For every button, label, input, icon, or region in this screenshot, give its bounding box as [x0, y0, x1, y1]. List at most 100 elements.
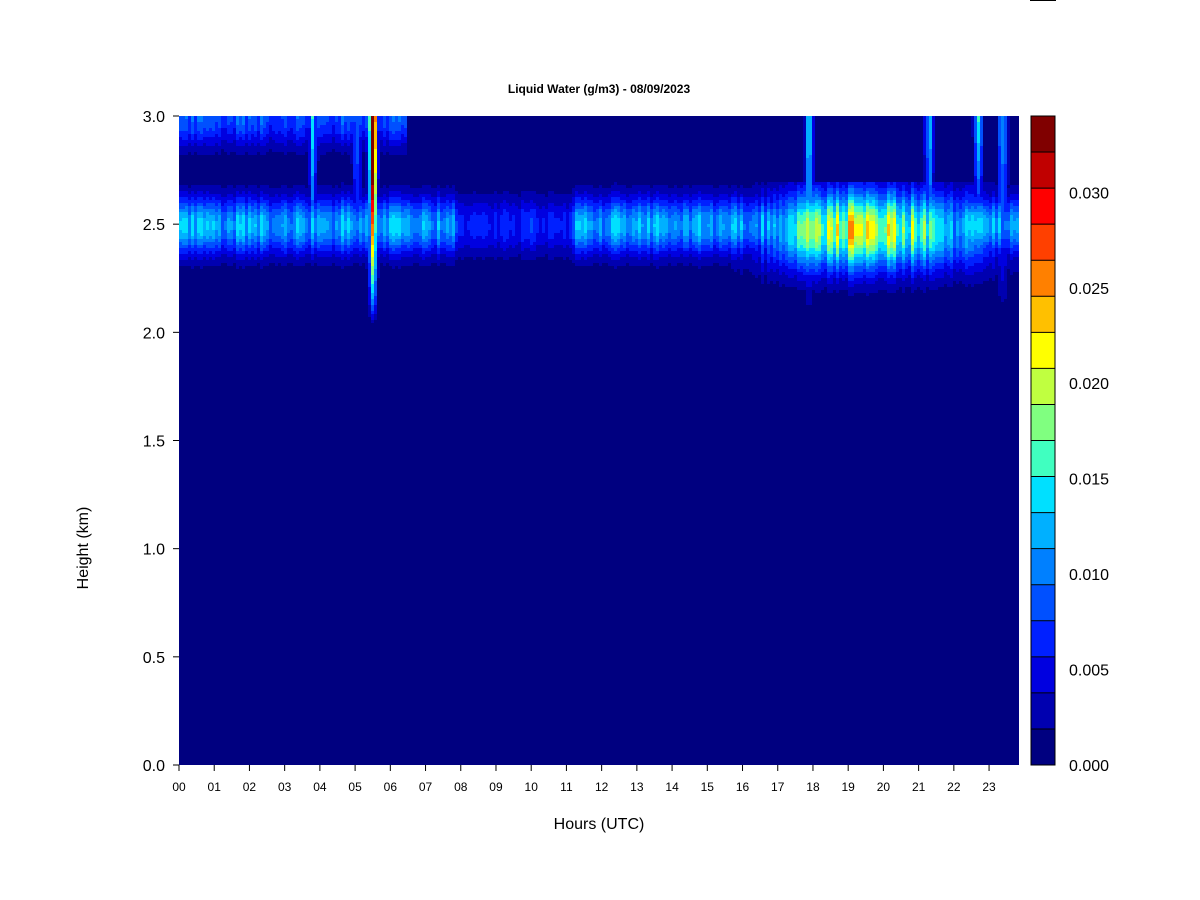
heatmap-cell [332, 206, 335, 212]
heatmap-cell [596, 233, 599, 242]
heatmap-cell [677, 179, 680, 188]
heatmap-cell [854, 272, 857, 278]
heatmap-cell [680, 203, 683, 212]
heatmap-cell [263, 128, 266, 137]
heatmap-cell [695, 236, 698, 242]
heatmap-cell [593, 221, 596, 230]
heatmap-cell [425, 236, 428, 242]
heatmap-cell [485, 215, 488, 236]
heatmap-cell [992, 182, 995, 191]
heatmap-cell [341, 134, 344, 140]
heatmap-cell [953, 212, 956, 248]
heatmap-cell [845, 290, 848, 308]
heatmap-cell [839, 194, 842, 200]
heatmap-cell [614, 209, 617, 215]
heatmap-cell [524, 203, 527, 212]
heatmap-cell [227, 266, 230, 281]
heatmap-cell [248, 212, 251, 218]
heatmap-cell [1016, 218, 1019, 233]
heatmap-cell [248, 206, 251, 212]
heatmap-cell [272, 131, 275, 140]
heatmap-cell [569, 194, 572, 203]
heatmap-cell [680, 239, 683, 248]
heatmap-cell [944, 284, 947, 305]
heatmap-cell [392, 254, 395, 260]
heatmap-cell [401, 116, 404, 125]
heatmap-cell [797, 182, 800, 185]
heatmap-cell [401, 251, 404, 257]
heatmap-cell [548, 212, 551, 239]
heatmap-cell [650, 197, 653, 203]
heatmap-cell [770, 179, 773, 182]
heatmap-cell [923, 275, 926, 281]
heatmap-cell [797, 179, 800, 182]
heatmap-cell [872, 215, 875, 221]
heatmap-cell [641, 266, 644, 278]
heatmap-cell [911, 197, 914, 203]
heatmap-cell [779, 287, 782, 305]
heatmap-cell [734, 212, 737, 218]
heatmap-cell [200, 122, 203, 134]
heatmap-cell [566, 245, 569, 257]
heatmap-cell [281, 143, 284, 152]
heatmap-cell [854, 257, 857, 263]
heatmap-cell [941, 242, 944, 251]
heatmap-cell [800, 290, 803, 308]
heatmap-cell [260, 269, 263, 281]
heatmap-cell [302, 143, 305, 155]
heatmap-cell [200, 203, 203, 206]
heatmap-cell [518, 179, 521, 197]
heatmap-cell [722, 239, 725, 245]
heatmap-cell [980, 233, 983, 239]
heatmap-cell [734, 254, 737, 260]
heatmap-cell [875, 245, 878, 251]
heatmap-cell [245, 209, 248, 215]
heatmap-cell [338, 251, 341, 257]
heatmap-cell [887, 194, 890, 200]
heatmap-cell [716, 188, 719, 197]
heatmap-cell [731, 185, 734, 194]
heatmap-cell [848, 221, 851, 239]
heatmap-cell [632, 236, 635, 242]
heatmap-cell [626, 218, 629, 233]
heatmap-cell [887, 284, 890, 293]
heatmap-cell [386, 179, 389, 188]
heatmap-cell [467, 194, 470, 206]
heatmap-cell [584, 245, 587, 248]
heatmap-cell [689, 212, 692, 221]
heatmap-cell [248, 131, 251, 140]
heatmap-cell [593, 203, 596, 212]
heatmap-cell [452, 194, 455, 200]
heatmap-cell [671, 179, 674, 188]
heatmap-cell [596, 179, 599, 188]
heatmap-cell [452, 266, 455, 281]
heatmap-cell [809, 155, 812, 203]
heatmap-cell [968, 239, 971, 251]
heatmap-cell [410, 257, 413, 266]
heatmap-cell [830, 248, 833, 254]
heatmap-cell [659, 239, 662, 245]
heatmap-cell [821, 278, 824, 290]
heatmap-cell [392, 146, 395, 155]
heatmap-cell [326, 239, 329, 245]
heatmap-cell [503, 242, 506, 251]
heatmap-cell [335, 239, 338, 245]
heatmap-cell [956, 236, 959, 248]
heatmap-cell [665, 212, 668, 218]
heatmap-cell [197, 260, 200, 266]
heatmap-cell [833, 260, 836, 266]
heatmap-cell [320, 179, 323, 185]
heatmap-cell [641, 185, 644, 194]
heatmap-cell [797, 209, 800, 212]
heatmap-cell [602, 212, 605, 239]
heatmap-cell [353, 116, 356, 122]
heatmap-cell [524, 260, 527, 275]
heatmap-cell [335, 185, 338, 194]
heatmap-cell [776, 209, 779, 218]
heatmap-cell [395, 203, 398, 206]
heatmap-cell [776, 200, 779, 209]
heatmap-cell [245, 152, 248, 164]
heatmap-cell [941, 179, 944, 182]
heatmap-cell [386, 242, 389, 248]
heatmap-cell [644, 266, 647, 278]
